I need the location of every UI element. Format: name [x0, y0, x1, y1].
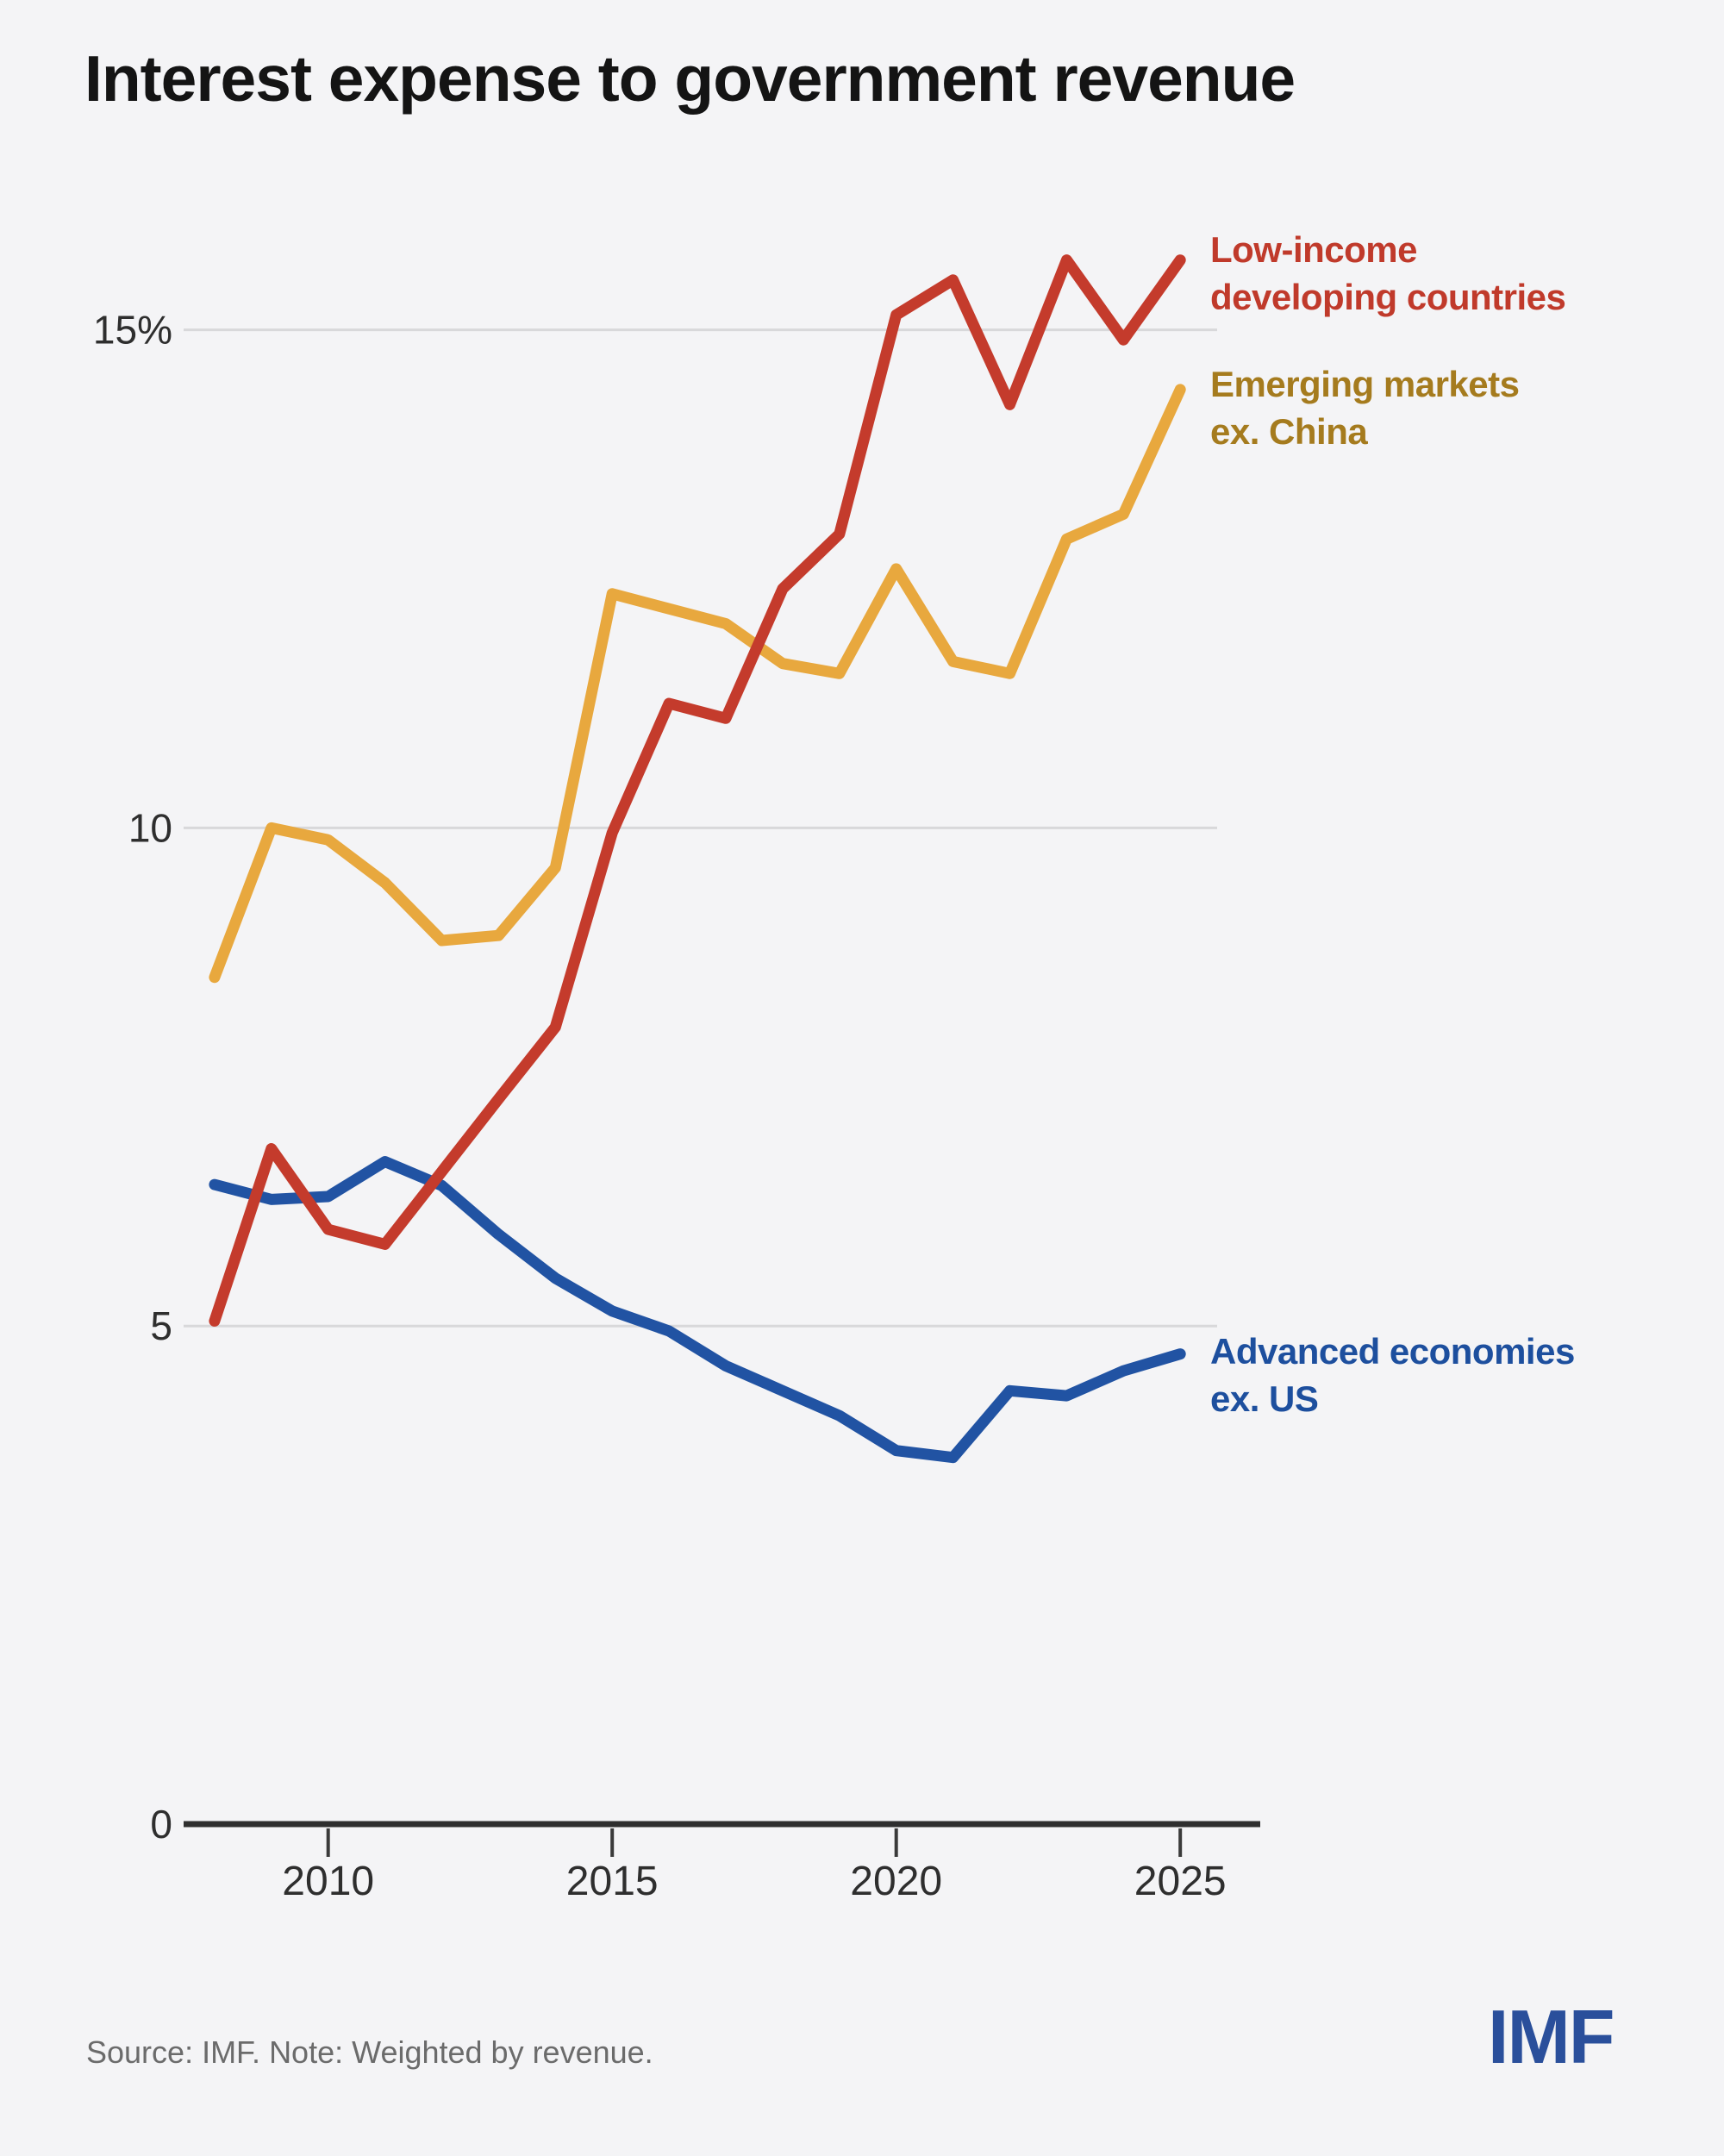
y-tick-label: 10: [128, 805, 172, 850]
x-tick-label: 2020: [850, 1859, 942, 1904]
legend-label-line: Emerging markets: [1210, 364, 1520, 404]
x-tick-label: 2025: [1134, 1859, 1227, 1904]
x-tick-label: 2015: [566, 1859, 659, 1904]
y-tick-label: 0: [150, 1802, 172, 1847]
legend-label-line: ex. US: [1210, 1378, 1319, 1419]
legend-label-line: Advanced economies: [1210, 1331, 1575, 1372]
series-line-advanced-economies-ex-us: [209, 1156, 1186, 1464]
legend-label-line: developing countries: [1210, 277, 1566, 317]
y-tick-label: 5: [150, 1303, 172, 1348]
series-line-low-income-developing-countries: [209, 254, 1186, 1327]
legend-low-income-developing-countries: Low-income developing countries: [1210, 226, 1566, 321]
page-title: Interest expense to government revenue: [84, 42, 1296, 115]
source-note: Source: IMF. Note: Weighted by revenue.: [86, 2034, 653, 2070]
legend-emerging-markets-ex-china: Emerging markets ex. China: [1210, 360, 1520, 455]
y-tick-label: 15%: [93, 308, 172, 353]
series-line-emerging-markets-ex-china: [209, 384, 1186, 984]
legend-advanced-economies-ex-us: Advanced economies ex. US: [1210, 1328, 1575, 1422]
imf-logo: IMF: [1488, 1994, 1615, 2079]
legend-label-line: Low-income: [1210, 229, 1418, 270]
x-tick-label: 2010: [282, 1859, 374, 1904]
legend-label-line: ex. China: [1210, 411, 1368, 452]
